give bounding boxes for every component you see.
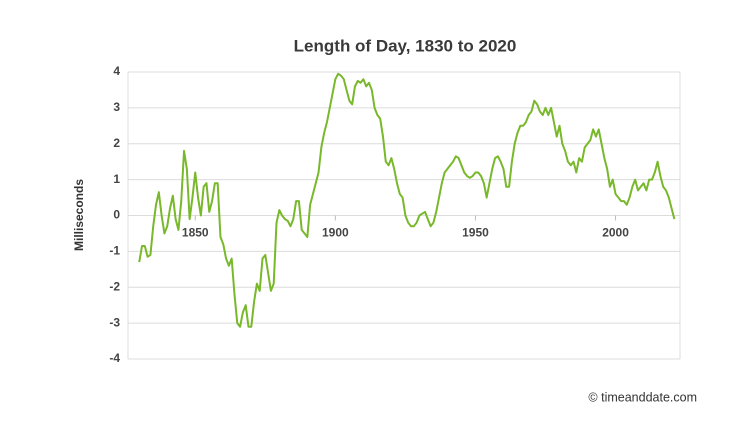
source: © timeanddate.com bbox=[588, 390, 697, 404]
y-tick-label: -1 bbox=[109, 244, 120, 258]
x-tick-label: 1850 bbox=[182, 226, 209, 240]
x-tick-label: 1900 bbox=[322, 226, 349, 240]
x-tick-label: 2000 bbox=[602, 226, 629, 240]
y-tick-label: 3 bbox=[113, 100, 120, 114]
chart-title: Length of Day, 1830 to 2020 bbox=[294, 36, 517, 55]
data-line bbox=[138, 72, 676, 328]
y-axis-title: Milliseconds bbox=[72, 179, 86, 251]
y-tick-label: 2 bbox=[113, 136, 120, 150]
y-tick-label: 0 bbox=[113, 208, 120, 222]
y-tick-label: -4 bbox=[109, 351, 120, 365]
y-tick-label: -2 bbox=[109, 279, 120, 293]
y-tick-label: 1 bbox=[113, 172, 120, 186]
y-tick-label: 4 bbox=[113, 64, 120, 78]
x-tick-label: 1950 bbox=[462, 226, 489, 240]
y-tick-label: -3 bbox=[109, 315, 120, 329]
